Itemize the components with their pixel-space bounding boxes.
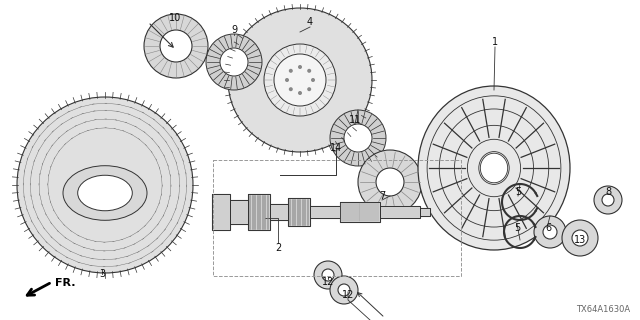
Text: 4: 4 bbox=[307, 17, 313, 27]
Polygon shape bbox=[310, 206, 340, 218]
Circle shape bbox=[572, 230, 588, 246]
Text: 12: 12 bbox=[322, 277, 334, 287]
Circle shape bbox=[330, 276, 358, 304]
Polygon shape bbox=[212, 194, 230, 230]
Ellipse shape bbox=[63, 166, 147, 220]
Text: 8: 8 bbox=[605, 187, 611, 197]
Ellipse shape bbox=[481, 153, 508, 183]
Circle shape bbox=[330, 110, 386, 166]
Circle shape bbox=[602, 194, 614, 206]
Circle shape bbox=[285, 78, 289, 82]
Text: 2: 2 bbox=[275, 243, 281, 253]
Circle shape bbox=[220, 48, 248, 76]
Polygon shape bbox=[248, 194, 270, 230]
Text: 3: 3 bbox=[99, 269, 105, 279]
Circle shape bbox=[311, 78, 315, 82]
Circle shape bbox=[338, 284, 350, 296]
Text: 10: 10 bbox=[169, 13, 181, 23]
Circle shape bbox=[298, 91, 302, 95]
Circle shape bbox=[562, 220, 598, 256]
Circle shape bbox=[376, 168, 404, 196]
Circle shape bbox=[289, 87, 293, 91]
Polygon shape bbox=[288, 198, 310, 226]
Text: 14: 14 bbox=[330, 143, 342, 153]
Text: 13: 13 bbox=[574, 235, 586, 245]
Ellipse shape bbox=[418, 86, 570, 250]
Text: FR.: FR. bbox=[55, 278, 76, 288]
Circle shape bbox=[322, 269, 334, 281]
Circle shape bbox=[594, 186, 622, 214]
Circle shape bbox=[358, 150, 422, 214]
Text: 12: 12 bbox=[342, 290, 354, 300]
Text: 9: 9 bbox=[231, 25, 237, 35]
Circle shape bbox=[307, 69, 311, 73]
Text: 11: 11 bbox=[349, 115, 361, 125]
Text: 6: 6 bbox=[545, 223, 551, 233]
Circle shape bbox=[344, 124, 372, 152]
Text: TX64A1630A: TX64A1630A bbox=[576, 305, 630, 314]
Text: 5: 5 bbox=[514, 223, 520, 233]
Circle shape bbox=[144, 14, 208, 78]
Circle shape bbox=[289, 69, 293, 73]
Circle shape bbox=[307, 87, 311, 91]
Polygon shape bbox=[270, 204, 288, 220]
Circle shape bbox=[228, 8, 372, 152]
Circle shape bbox=[17, 97, 193, 273]
Circle shape bbox=[160, 30, 192, 62]
Circle shape bbox=[298, 65, 302, 69]
Polygon shape bbox=[230, 200, 248, 224]
Text: 5: 5 bbox=[515, 187, 521, 197]
Circle shape bbox=[206, 34, 262, 90]
Polygon shape bbox=[340, 202, 380, 222]
Text: 1: 1 bbox=[492, 37, 498, 47]
Circle shape bbox=[543, 225, 557, 239]
Polygon shape bbox=[420, 208, 430, 216]
Circle shape bbox=[264, 44, 336, 116]
Bar bbox=[213, 160, 461, 276]
Circle shape bbox=[534, 216, 566, 248]
Text: 7: 7 bbox=[379, 191, 385, 201]
Polygon shape bbox=[380, 206, 420, 218]
Circle shape bbox=[314, 261, 342, 289]
Ellipse shape bbox=[77, 175, 132, 211]
Circle shape bbox=[274, 54, 326, 106]
